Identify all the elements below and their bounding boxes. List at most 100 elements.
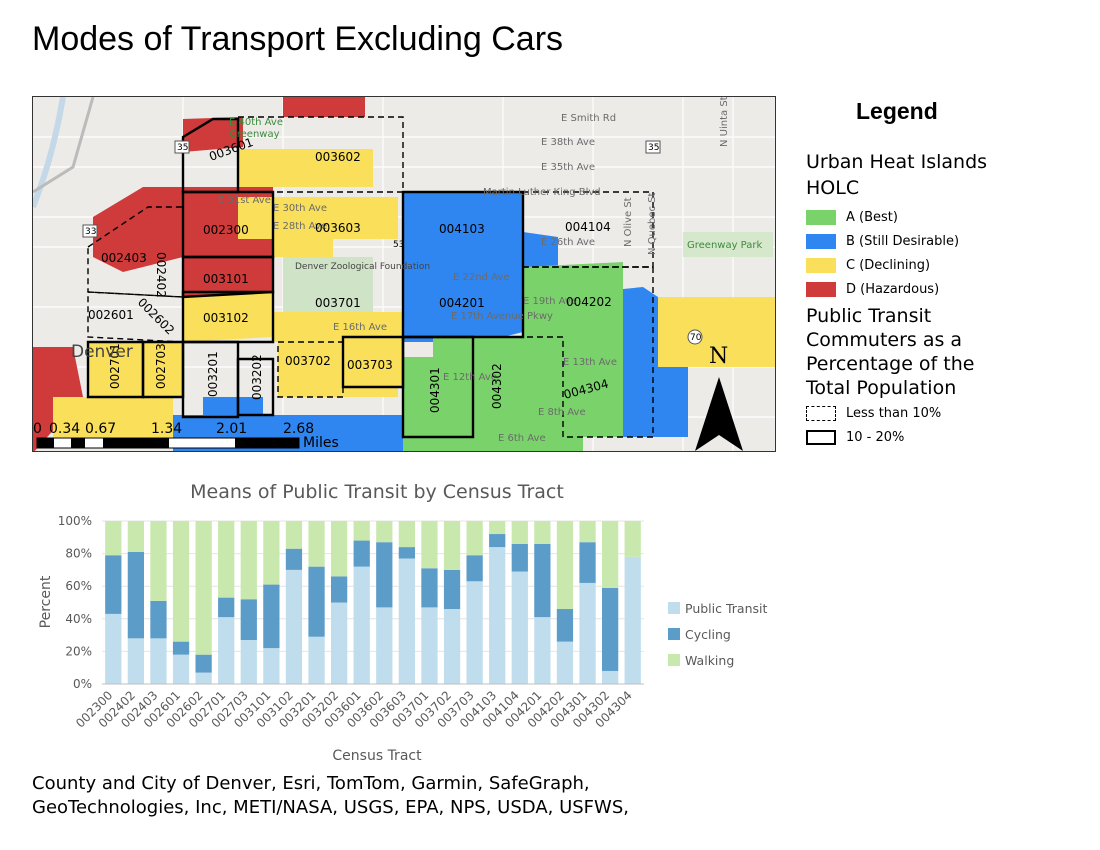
legend-label: 10 - 20%: [846, 429, 905, 445]
bar-segment: [443, 569, 461, 610]
street-label: E 35th Ave: [541, 162, 595, 173]
tract-label: 003201: [206, 351, 220, 397]
bar-segment: [624, 521, 641, 557]
tract-label: 002601: [88, 308, 134, 322]
bar-segment: [624, 556, 641, 684]
tract-label: 004201: [439, 296, 485, 310]
chart-legend-label: Public Transit: [685, 601, 767, 616]
bar-segment: [240, 599, 257, 640]
bar-segment: [195, 672, 212, 684]
tract-label: 002703: [154, 343, 168, 389]
street-label: E 40th Ave: [229, 117, 283, 128]
bar-segment: [489, 547, 506, 684]
bar-segment: [150, 638, 167, 684]
legend-heading: Legend: [856, 98, 938, 124]
bar-segment: [511, 543, 528, 572]
bar-segment: [127, 521, 145, 552]
bar-segment: [556, 641, 574, 684]
bar-segment: [421, 607, 438, 684]
legend-item-holc-a: A (Best): [806, 208, 898, 226]
tract-label: 003703: [347, 358, 393, 372]
bar-segment: [353, 521, 370, 541]
legend-swatch-dashed: [806, 405, 836, 421]
svg-text:N: N: [709, 344, 728, 369]
street-label: E 19th Ave: [523, 296, 577, 307]
tract-label: 003202: [250, 354, 264, 400]
legend-label: Less than 10%: [846, 405, 942, 421]
bar-segment: [601, 521, 619, 588]
svg-text:33: 33: [85, 227, 96, 237]
scale-tick-label: 2.01: [216, 421, 247, 437]
chart-legend-swatch: [668, 628, 680, 640]
tract-label: 003603: [315, 221, 361, 235]
street-label: E 38th Ave: [541, 137, 595, 148]
scale-tick-label: 0: [33, 421, 42, 437]
bar-segment: [443, 609, 461, 684]
map-canvas[interactable]: E Smith Rd E 38th Ave E 35th Ave Martin …: [33, 97, 776, 452]
bar-segment: [579, 542, 596, 583]
page-title: Modes of Transport Excluding Cars: [32, 20, 564, 58]
bar-segment: [601, 670, 619, 684]
street-label: E 31st Ave: [218, 195, 271, 206]
tract-label: 003602: [315, 150, 361, 164]
railway-feature: [33, 97, 95, 194]
pt-legend-title-line: Total Population: [806, 377, 957, 399]
y-tick-label: 80%: [65, 547, 92, 561]
bar-segment: [240, 639, 257, 684]
legend-item-holc-d: D (Hazardous): [806, 280, 939, 298]
bar-segment: [127, 638, 145, 684]
bar-segment: [466, 581, 483, 684]
tracts-10-to-20: [86, 117, 525, 439]
bar-segment: [579, 521, 596, 543]
credits: County and City of Denver, Esri, TomTom,…: [32, 772, 732, 820]
bar-segment: [150, 600, 167, 639]
legend-swatch: [806, 281, 836, 297]
north-arrow: N: [695, 344, 743, 451]
street-label: Martin Luther King Blvd: [483, 187, 601, 198]
legend-swatch-solid: [806, 429, 836, 445]
scale-tick-label: 2.68: [283, 421, 314, 437]
bar-segment: [330, 602, 348, 684]
chart-legend: Public Transit Cycling Walking: [668, 601, 767, 668]
y-tick-labels: 0% 20% 40% 60% 80% 100%: [58, 514, 92, 691]
scale-tick-label: 0.67: [85, 421, 116, 437]
bar-segment: [172, 641, 190, 655]
x-tick-labels: 0023000024020024030026010026020027010027…: [73, 688, 635, 730]
street-label: Greenway: [229, 129, 280, 140]
scale-bar: 0 0.34 0.67 1.34 2.01 2.68 Miles: [33, 421, 339, 451]
chart-bars: [102, 521, 644, 685]
svg-text:70: 70: [690, 333, 702, 343]
bar-segment: [579, 582, 596, 684]
y-tick-label: 0%: [73, 677, 92, 691]
tract-label: 002402: [154, 252, 168, 298]
bar-segment: [534, 617, 551, 684]
bar-segment: [534, 521, 551, 544]
street-label: E 8th Ave: [538, 407, 586, 418]
pt-legend-title-line: Commuters as a: [806, 329, 963, 351]
legend-label: B (Still Desirable): [846, 233, 960, 249]
bar-segment: [353, 540, 370, 567]
street-labels: E Smith Rd E 38th Ave E 35th Ave Martin …: [218, 97, 763, 444]
credits-line: County and City of Denver, Esri, TomTom,…: [32, 773, 590, 794]
chart-legend-swatch: [668, 654, 680, 666]
pt-legend-title-line: Percentage of the: [806, 353, 975, 375]
holc-legend-title: HOLC: [806, 177, 860, 199]
y-tick-label: 100%: [58, 514, 92, 528]
tract-label: 004302: [490, 363, 504, 409]
y-tick-label: 40%: [65, 612, 92, 626]
street-label: E 17th Avenue Pkwy: [451, 311, 553, 322]
svg-text:35: 35: [648, 143, 659, 153]
chart-canvas: Means of Public Transit by Census Tract …: [38, 481, 767, 764]
chart-title: Means of Public Transit by Census Tract: [190, 481, 564, 503]
street-label: E 22nd Ave: [453, 272, 509, 283]
bar-segment: [240, 521, 257, 600]
scale-unit: Miles: [303, 435, 339, 451]
y-tick-label: 20%: [65, 644, 92, 658]
legend-item-10-to-20: 10 - 20%: [806, 428, 904, 446]
bar-segment: [511, 521, 528, 544]
tract-label: 003102: [203, 311, 249, 325]
map-frame[interactable]: E Smith Rd E 38th Ave E 35th Ave Martin …: [32, 96, 776, 452]
bar-segment: [511, 571, 528, 684]
bar-segment: [218, 597, 235, 618]
bar-segment: [105, 555, 122, 614]
